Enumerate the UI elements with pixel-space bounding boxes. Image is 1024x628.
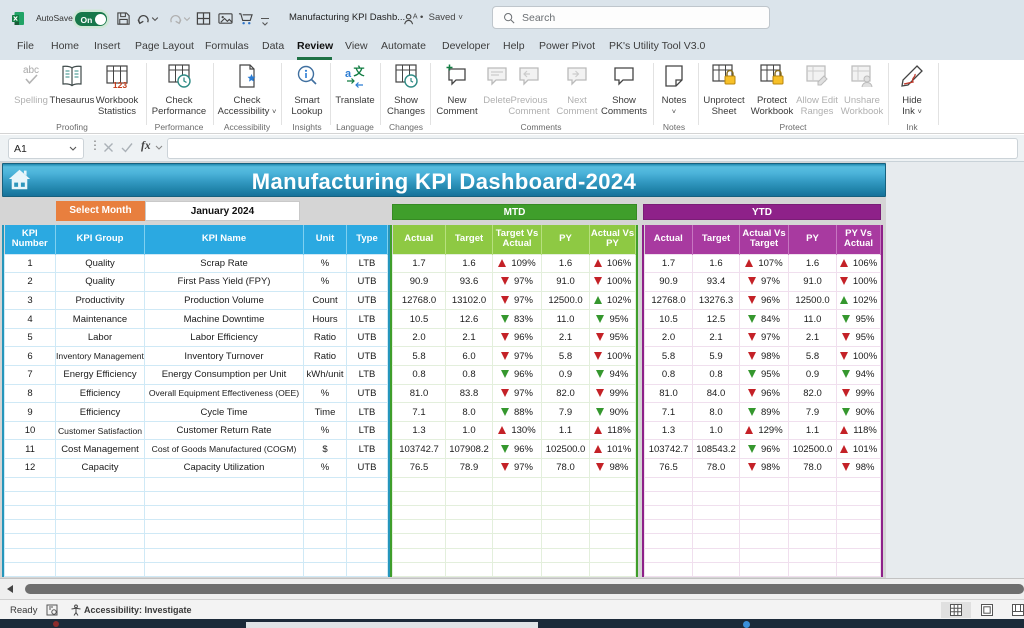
- svg-text:abc: abc: [23, 65, 39, 76]
- svg-text:A: A: [413, 14, 418, 21]
- svg-text:a: a: [345, 68, 352, 80]
- svg-text:123: 123: [113, 80, 127, 89]
- svg-text:文: 文: [354, 64, 366, 78]
